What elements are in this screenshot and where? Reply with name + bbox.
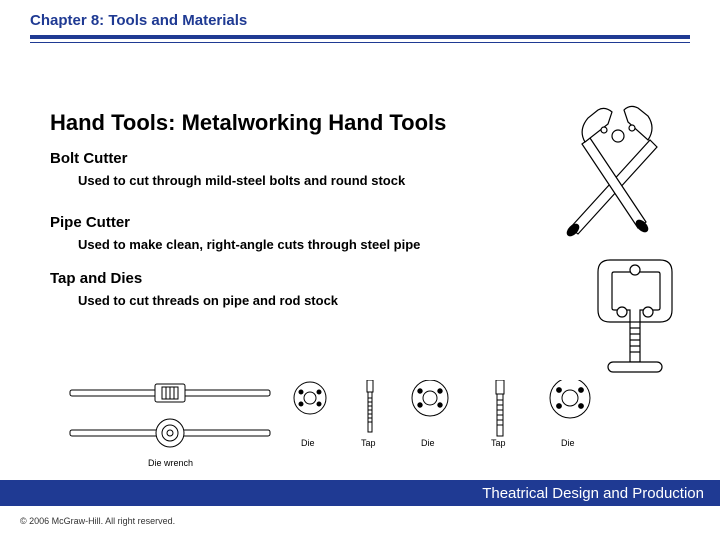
copyright: © 2006 McGraw-Hill. All right reserved. (20, 516, 175, 526)
tool-desc-pipe-cutter: Used to make clean, right-angle cuts thr… (78, 237, 680, 252)
footer-title: Theatrical Design and Production (482, 485, 704, 502)
caption-tap-2: Tap (491, 438, 506, 448)
footer-bar: Theatrical Design and Production (0, 480, 720, 506)
tap-dies-illustration: Die wrench Die Tap Die Tap Die (60, 380, 640, 480)
chapter-title: Chapter 8: Tools and Materials (30, 12, 720, 29)
caption-die-3: Die (561, 438, 575, 448)
caption-tap-1: Tap (361, 438, 376, 448)
header-rule-thick (30, 35, 690, 39)
tool-name-bolt-cutter: Bolt Cutter (50, 150, 680, 167)
tool-desc-tap-dies: Used to cut threads on pipe and rod stoc… (78, 293, 680, 308)
tool-desc-bolt-cutter: Used to cut through mild-steel bolts and… (78, 173, 680, 188)
tool-name-pipe-cutter: Pipe Cutter (50, 214, 680, 231)
slide-header: Chapter 8: Tools and Materials (0, 0, 720, 29)
tool-name-tap-dies: Tap and Dies (50, 270, 680, 287)
content-area: Hand Tools: Metalworking Hand Tools Bolt… (50, 110, 680, 326)
caption-die-wrench: Die wrench (148, 458, 193, 468)
header-rule-thin (30, 42, 690, 43)
caption-die-1: Die (301, 438, 315, 448)
section-heading: Hand Tools: Metalworking Hand Tools (50, 110, 680, 136)
caption-die-2: Die (421, 438, 435, 448)
